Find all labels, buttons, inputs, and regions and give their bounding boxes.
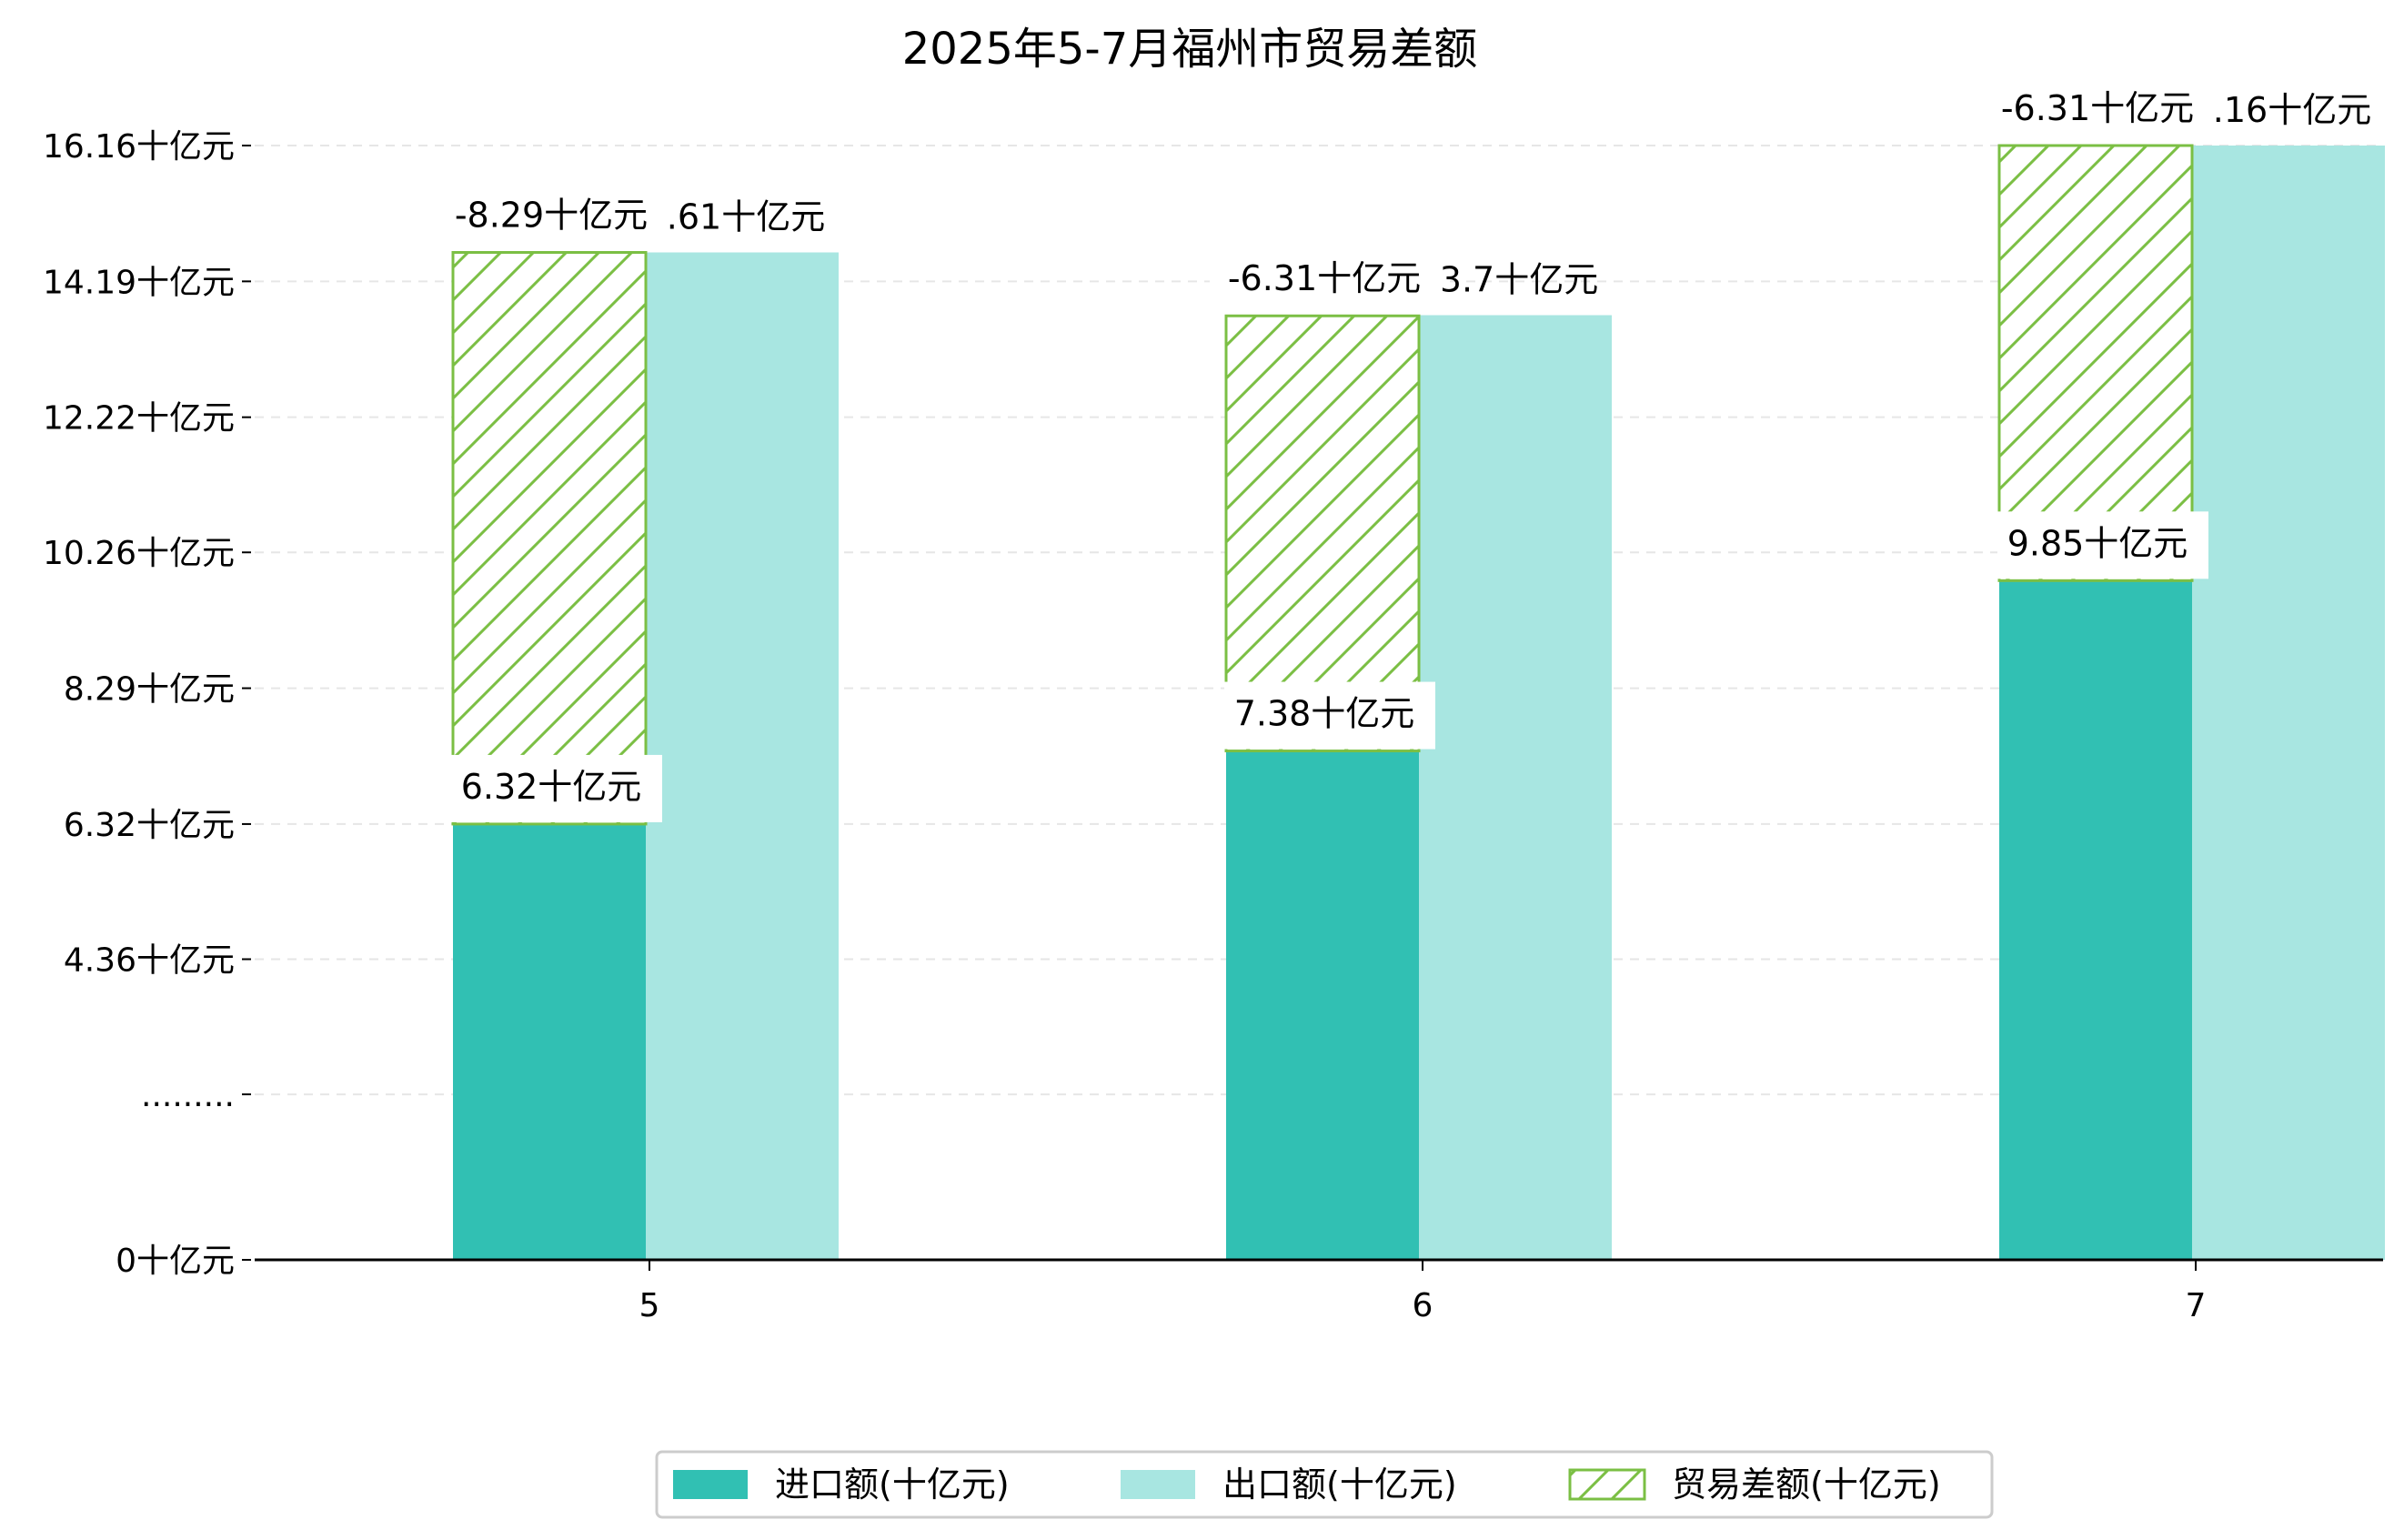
label-box [1983,78,2216,142]
legend-swatch [1568,1468,1646,1501]
x-tick-label: 7 [2186,1287,2207,1324]
x-tick-label: 6 [1413,1287,1433,1324]
y-tick-label: 6.32十亿元 [64,807,235,844]
import-data-label: 7.38十亿元 [1234,694,1415,734]
label-box [1224,681,1435,750]
label-box [437,185,669,249]
y-tick-label: 4.36十亿元 [64,941,235,979]
y-tick-label: 10.26十亿元 [43,535,235,572]
y-axis: 0十亿元......... 4.36十亿元 6.32十亿元 8.29十亿元 10.26十… [43,128,251,1280]
legend-swatch [1121,1470,1195,1499]
balance-bar [1224,314,1421,753]
legend-entry: 进口额(十亿元) [775,1465,1010,1505]
y-tick-label: 14.19十亿元 [43,264,235,301]
balance-data-label: -6.31十亿元 [1228,258,1421,298]
import-bar [453,823,646,1260]
balance-data-label: -8.29十亿元 [455,195,648,235]
balance-bar [451,250,648,826]
y-tick-label: 8.29十亿元 [64,671,235,709]
bars [451,144,2385,1260]
chart-title: 2025年5-7月福州市贸易差额 [902,24,1478,75]
legend-swatch [673,1470,748,1499]
export-bar [2192,146,2385,1260]
data-labels: 6.32十亿元 .61十亿元 -8.29十亿元 7.38十亿元 3.7十亿元 -6.31十… [437,78,2371,822]
y-tick-label: 16.16十亿元 [43,128,235,166]
export-data-label: 3.7十亿元 [1440,259,1598,299]
legend-box [655,1450,1994,1519]
export-bar [1419,315,1612,1260]
y-tick-label: ......... [141,1077,235,1114]
x-tick-label: 5 [639,1287,660,1324]
export-data-label: .16十亿元 [2213,90,2371,130]
balance-bar [1997,144,2194,582]
x-axis: 5 6 7 [255,1258,2383,1324]
label-box [1210,248,1443,313]
balance-data-label: -6.31十亿元 [2001,88,2194,128]
import-data-label: 9.85十亿元 [2007,523,2188,563]
label-box [1997,511,2208,579]
import-bar [1999,580,2192,1260]
legend[interactable]: 进口额(十亿元) 出口额(十亿元) 贸易差额(十亿元) [655,1450,1994,1519]
y-tick-label: 0十亿元 [116,1243,235,1280]
export-data-label: .61十亿元 [667,196,825,237]
import-bar [1226,750,1419,1260]
export-bar [646,252,839,1260]
legend-entry: 贸易差额(十亿元) [1672,1465,1941,1505]
legend-entry: 出口额(十亿元) [1222,1465,1457,1505]
y-tick-label: 12.22十亿元 [43,400,235,438]
label-box [451,754,662,822]
import-data-label: 6.32十亿元 [461,767,642,807]
